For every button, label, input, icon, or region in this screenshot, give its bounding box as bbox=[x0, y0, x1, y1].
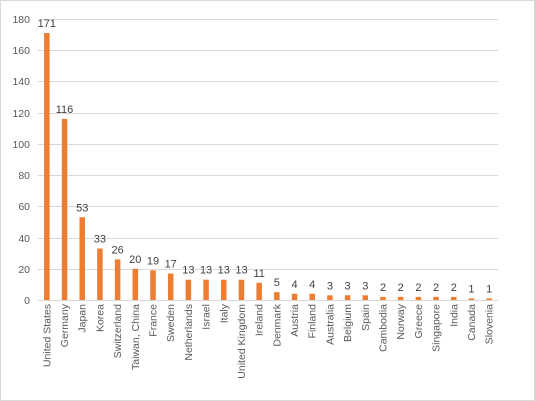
x-category-label: Italy bbox=[218, 303, 230, 323]
data-label: 33 bbox=[94, 233, 106, 245]
data-label: 5 bbox=[274, 277, 280, 289]
x-category-label: Israel bbox=[201, 304, 213, 330]
data-label: 4 bbox=[309, 279, 315, 291]
bar bbox=[238, 279, 245, 300]
data-label: 2 bbox=[398, 282, 404, 294]
x-category-label: Singapore bbox=[431, 304, 443, 352]
data-label: 4 bbox=[291, 279, 297, 291]
data-label: 3 bbox=[327, 280, 333, 292]
gridlines bbox=[38, 19, 498, 270]
data-label: 171 bbox=[38, 18, 56, 30]
y-tick-label: 100 bbox=[12, 139, 30, 151]
x-category-label: Australia bbox=[324, 304, 336, 345]
x-category-label: Japan bbox=[77, 304, 89, 333]
x-category-label: Taiwan, China bbox=[130, 304, 142, 370]
bar bbox=[274, 292, 280, 300]
data-label: 2 bbox=[415, 282, 421, 294]
y-tick-label: 40 bbox=[18, 233, 30, 245]
data-label: 13 bbox=[182, 265, 194, 277]
bar bbox=[291, 293, 298, 300]
data-label: 116 bbox=[56, 104, 74, 116]
bar bbox=[114, 259, 121, 300]
x-category-label: Greece bbox=[413, 304, 425, 339]
data-label: 20 bbox=[129, 254, 141, 266]
data-label: 1 bbox=[468, 283, 474, 295]
x-category-label: United Kingdom bbox=[236, 304, 248, 379]
y-tick-label: 60 bbox=[18, 201, 30, 213]
y-tick-label: 180 bbox=[12, 14, 30, 26]
bar bbox=[185, 279, 192, 300]
data-label: 3 bbox=[345, 280, 351, 292]
bar bbox=[415, 296, 422, 300]
x-category-label: Slovenia bbox=[484, 304, 496, 344]
x-category-label: Switzerland bbox=[112, 304, 124, 358]
x-category-label: Ireland bbox=[254, 304, 266, 336]
bar bbox=[44, 33, 50, 301]
bar bbox=[97, 248, 103, 300]
x-category-label: Norway bbox=[395, 303, 407, 339]
x-category-label: Germany bbox=[59, 303, 71, 347]
y-tick-label: 80 bbox=[18, 170, 30, 182]
x-category-label: India bbox=[448, 304, 460, 327]
x-category-label: Cambodia bbox=[378, 304, 390, 352]
bar bbox=[451, 296, 457, 300]
bar bbox=[344, 295, 351, 300]
bar bbox=[203, 279, 209, 300]
bar bbox=[256, 282, 262, 300]
x-category-label: Finland bbox=[307, 304, 319, 339]
y-tick-label: 120 bbox=[12, 108, 30, 120]
bar bbox=[79, 217, 85, 300]
bar bbox=[309, 293, 315, 300]
data-label: 13 bbox=[218, 265, 230, 277]
x-category-label: Austria bbox=[289, 304, 301, 337]
x-category-label: Netherlands bbox=[183, 304, 195, 361]
data-label: 26 bbox=[111, 244, 123, 256]
bar bbox=[433, 296, 439, 300]
bar bbox=[221, 279, 227, 300]
x-category-label: Korea bbox=[94, 304, 106, 332]
bars bbox=[44, 33, 492, 301]
bar bbox=[132, 268, 139, 300]
y-axis-tick-labels: 0 20 40 60 80 100 120 140 160 180 bbox=[12, 14, 30, 307]
data-label: 2 bbox=[433, 282, 439, 294]
data-label: 13 bbox=[235, 265, 247, 277]
data-label: 2 bbox=[451, 282, 457, 294]
data-label: 2 bbox=[380, 282, 386, 294]
bar bbox=[468, 298, 475, 300]
x-category-label: Denmark bbox=[271, 303, 283, 346]
y-tick-label: 160 bbox=[12, 45, 30, 57]
y-tick-label: 0 bbox=[24, 295, 30, 307]
x-axis-category-labels: United States Germany Japan Korea Switzerlan… bbox=[41, 303, 495, 378]
data-label: 11 bbox=[253, 268, 264, 280]
data-label: 53 bbox=[76, 202, 88, 214]
bar bbox=[167, 273, 174, 300]
data-label: 13 bbox=[200, 265, 212, 277]
bar bbox=[362, 295, 369, 300]
bar bbox=[380, 296, 386, 300]
bar bbox=[150, 270, 156, 300]
bar bbox=[486, 298, 492, 300]
bar bbox=[327, 295, 333, 300]
bar bbox=[397, 296, 404, 300]
x-category-label: France bbox=[148, 304, 160, 337]
x-category-label: United States bbox=[41, 304, 53, 367]
y-tick-label: 20 bbox=[18, 264, 30, 276]
data-label: 1 bbox=[486, 283, 492, 295]
x-category-label: Canada bbox=[466, 304, 478, 341]
x-category-label: Sweden bbox=[165, 304, 177, 342]
data-label: 3 bbox=[362, 280, 368, 292]
bar bbox=[61, 118, 68, 301]
x-category-label: Belgium bbox=[342, 304, 354, 342]
y-tick-label: 140 bbox=[12, 76, 30, 88]
data-label: 17 bbox=[165, 258, 177, 270]
data-label: 19 bbox=[147, 255, 159, 267]
x-category-label: Spain bbox=[360, 304, 372, 331]
